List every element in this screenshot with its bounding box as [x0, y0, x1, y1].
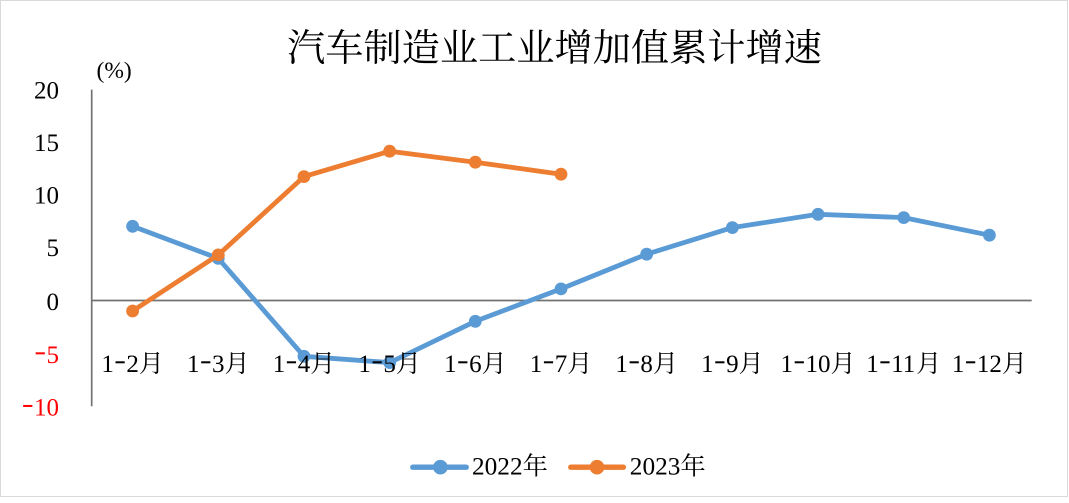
svg-text:4: 4	[298, 351, 311, 378]
svg-text:1: 1	[101, 351, 114, 378]
svg-text:5: 5	[47, 235, 60, 262]
svg-text:3: 3	[212, 351, 225, 378]
svg-text:9: 9	[726, 351, 739, 378]
svg-text:5: 5	[383, 351, 396, 378]
svg-text:1: 1	[273, 351, 286, 378]
svg-text:1: 1	[615, 351, 628, 378]
svg-text:12: 12	[977, 351, 1002, 378]
svg-text:10: 10	[806, 351, 831, 378]
svg-text:(%): (%)	[97, 58, 132, 84]
svg-text:15: 15	[34, 130, 59, 157]
svg-text:2022: 2022	[472, 453, 523, 481]
svg-text:1: 1	[444, 351, 457, 378]
svg-text:6: 6	[469, 351, 482, 378]
svg-text:1: 1	[866, 351, 879, 378]
svg-text:1: 1	[781, 351, 794, 378]
svg-text:2: 2	[126, 351, 139, 378]
svg-text:1: 1	[530, 351, 543, 378]
svg-text:1: 1	[358, 351, 371, 378]
svg-text:1: 1	[187, 351, 200, 378]
svg-text:0: 0	[47, 289, 60, 316]
svg-text:8: 8	[640, 351, 653, 378]
svg-text:10: 10	[34, 183, 59, 210]
svg-text:2023: 2023	[630, 453, 681, 481]
svg-text:1: 1	[701, 351, 714, 378]
svg-text:10: 10	[34, 395, 59, 422]
svg-text:5: 5	[47, 342, 60, 369]
svg-text:7: 7	[555, 351, 568, 378]
svg-text:20: 20	[34, 77, 59, 104]
svg-text:1: 1	[952, 351, 965, 378]
svg-text:11: 11	[891, 351, 915, 378]
